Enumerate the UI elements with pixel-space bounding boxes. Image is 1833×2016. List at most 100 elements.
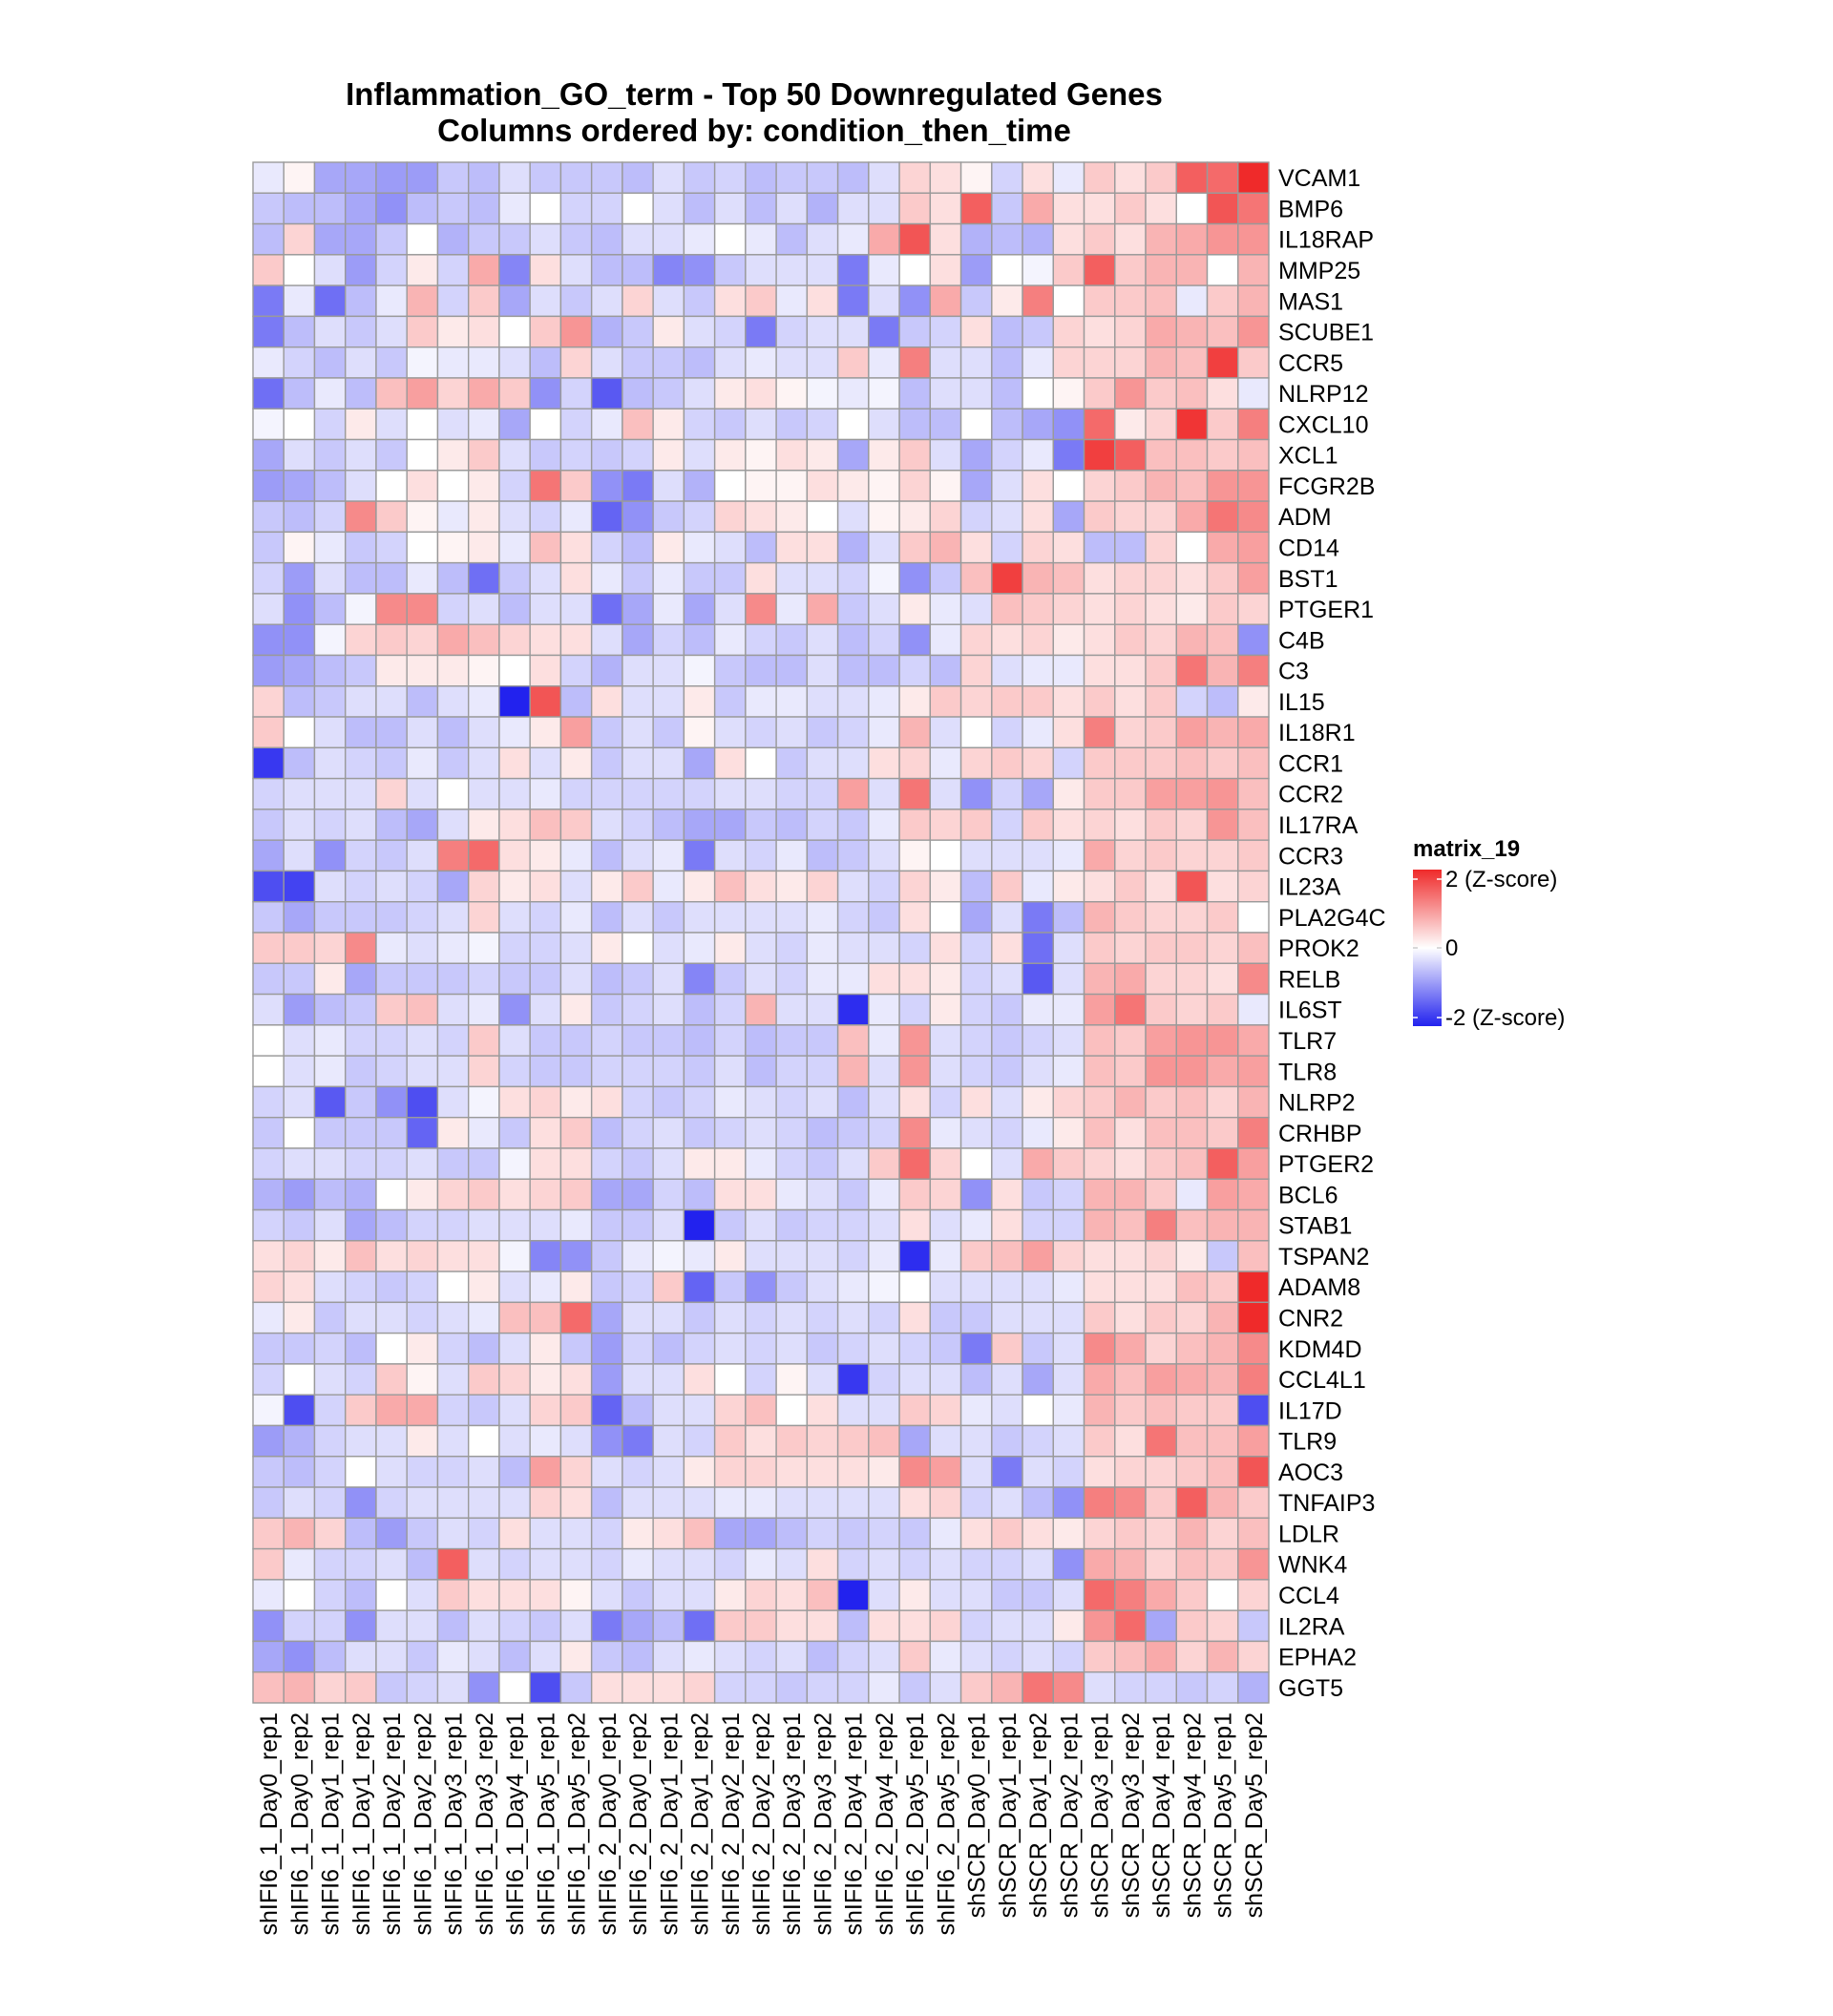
- heatmap-cell: [1083, 993, 1116, 1026]
- heatmap-cell: [375, 1240, 408, 1272]
- heatmap-cell: [806, 1270, 839, 1304]
- heatmap-cell: [868, 839, 900, 872]
- heatmap-cell: [745, 808, 777, 841]
- heatmap-cell: [375, 1671, 408, 1704]
- heatmap-cell: [991, 1394, 1023, 1427]
- heatmap-cell: [468, 593, 500, 625]
- heatmap-cell: [559, 500, 593, 534]
- heatmap-cell: [529, 161, 562, 194]
- heatmap-cell: [559, 993, 593, 1026]
- heatmap-cell: [1206, 222, 1239, 256]
- heatmap-cell: [868, 1332, 900, 1365]
- heatmap-cell: [868, 284, 900, 318]
- heatmap-cell: [1175, 500, 1209, 534]
- heatmap-cell: [991, 808, 1023, 841]
- heatmap-cell: [559, 1640, 593, 1673]
- heatmap-cell: [1145, 192, 1177, 225]
- heatmap-cell: [806, 932, 839, 964]
- heatmap-cell: [1237, 1640, 1270, 1673]
- heatmap-cell: [683, 808, 716, 841]
- heatmap-cell: [836, 408, 870, 441]
- heatmap-cell: [1083, 932, 1116, 964]
- heatmap-cell: [406, 1085, 439, 1119]
- heatmap-cell: [529, 222, 562, 256]
- heatmap-cell: [713, 1085, 747, 1119]
- heatmap-cell: [468, 839, 500, 872]
- heatmap-cell: [252, 777, 284, 810]
- heatmap-cell: [929, 346, 962, 379]
- heatmap-cell: [313, 284, 347, 318]
- heatmap-cell: [1175, 1547, 1209, 1581]
- heatmap-cell: [1145, 1024, 1177, 1057]
- heatmap-cell: [683, 1024, 716, 1057]
- heatmap-cell: [283, 1486, 316, 1520]
- heatmap-cell: [991, 1208, 1023, 1242]
- heatmap-cell: [868, 1085, 900, 1119]
- heatmap-cell: [929, 1486, 962, 1520]
- heatmap-cell: [991, 1363, 1023, 1396]
- heatmap-cell: [252, 254, 284, 286]
- heatmap-cell: [652, 593, 685, 625]
- heatmap-cell: [991, 1178, 1023, 1211]
- heatmap-cell: [283, 808, 316, 841]
- heatmap-cell: [775, 192, 809, 225]
- heatmap-cell: [498, 1517, 531, 1550]
- heatmap-cell: [929, 315, 962, 348]
- heatmap-cell: [1237, 1394, 1270, 1427]
- heatmap-cell: [929, 408, 962, 441]
- heatmap-cell: [898, 1116, 932, 1149]
- heatmap-cell: [868, 1456, 900, 1488]
- heatmap-cell: [252, 561, 284, 595]
- heatmap-cell: [468, 161, 500, 194]
- heatmap-cell: [375, 593, 408, 625]
- heatmap-cell: [468, 1547, 500, 1581]
- heatmap-cell: [929, 685, 962, 718]
- heatmap-cell: [345, 839, 377, 872]
- heatmap-cell: [836, 623, 870, 657]
- heatmap-cell: [375, 1517, 408, 1550]
- heatmap-cell: [252, 839, 284, 872]
- heatmap-cell: [283, 346, 316, 379]
- heatmap-cell: [590, 561, 623, 595]
- heatmap-cell: [1206, 1363, 1239, 1396]
- heatmap-cell: [1175, 161, 1209, 194]
- heatmap-cell: [283, 470, 316, 502]
- heatmap-cell: [406, 222, 439, 256]
- heatmap-cell: [406, 1609, 439, 1643]
- heatmap-cell: [436, 222, 470, 256]
- heatmap-cell: [1206, 1055, 1239, 1088]
- heatmap-cell: [468, 1640, 500, 1673]
- heatmap-cell: [898, 1547, 932, 1581]
- heatmap-cell: [406, 1424, 439, 1458]
- heatmap-cell: [283, 685, 316, 718]
- heatmap-cell: [1052, 1456, 1085, 1488]
- heatmap-cell: [529, 901, 562, 934]
- heatmap-cell: [375, 1486, 408, 1520]
- heatmap-cell: [959, 870, 993, 903]
- heatmap-cell: [1083, 1301, 1116, 1334]
- heatmap-cell: [436, 1178, 470, 1211]
- heatmap-cell: [436, 1147, 470, 1180]
- heatmap-cell: [959, 1240, 993, 1272]
- heatmap-cell: [345, 1055, 377, 1088]
- heatmap-cell: [683, 839, 716, 872]
- heatmap-cell: [283, 1085, 316, 1119]
- heatmap-cell: [529, 315, 562, 348]
- heatmap-cell: [929, 1055, 962, 1088]
- heatmap-cell: [868, 438, 900, 472]
- heatmap-cell: [1022, 1517, 1055, 1550]
- heatmap-cell: [345, 500, 377, 534]
- heatmap-cell: [1175, 716, 1209, 749]
- heatmap-cell: [375, 1363, 408, 1396]
- heatmap-cell: [406, 623, 439, 657]
- heatmap-cell: [775, 623, 809, 657]
- heatmap-cell: [375, 685, 408, 718]
- heatmap-cell: [683, 623, 716, 657]
- heatmap-cell: [1145, 654, 1177, 687]
- heatmap-cell: [929, 500, 962, 534]
- heatmap-cell: [1083, 531, 1116, 564]
- heatmap-cell: [713, 746, 747, 780]
- heatmap-cell: [1052, 593, 1085, 625]
- heatmap-cell: [313, 500, 347, 534]
- heatmap-cell: [1052, 1270, 1085, 1304]
